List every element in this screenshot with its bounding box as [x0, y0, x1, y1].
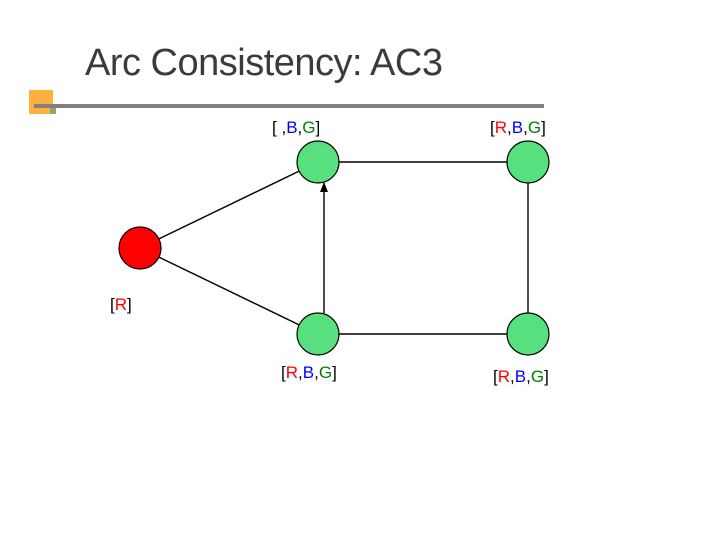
domain-label-left: [R] [110, 295, 132, 315]
edges [159, 162, 528, 334]
domain-label-top-right: [R,B,G] [490, 118, 546, 138]
nodes [119, 141, 549, 355]
domain-label-bot-mid: [R,B,G] [281, 363, 337, 383]
domain-label-top-mid: [ ,B,G] [272, 118, 320, 138]
graph-diagram [0, 0, 720, 540]
domain-label-bot-right: [R,B,G] [493, 367, 549, 387]
